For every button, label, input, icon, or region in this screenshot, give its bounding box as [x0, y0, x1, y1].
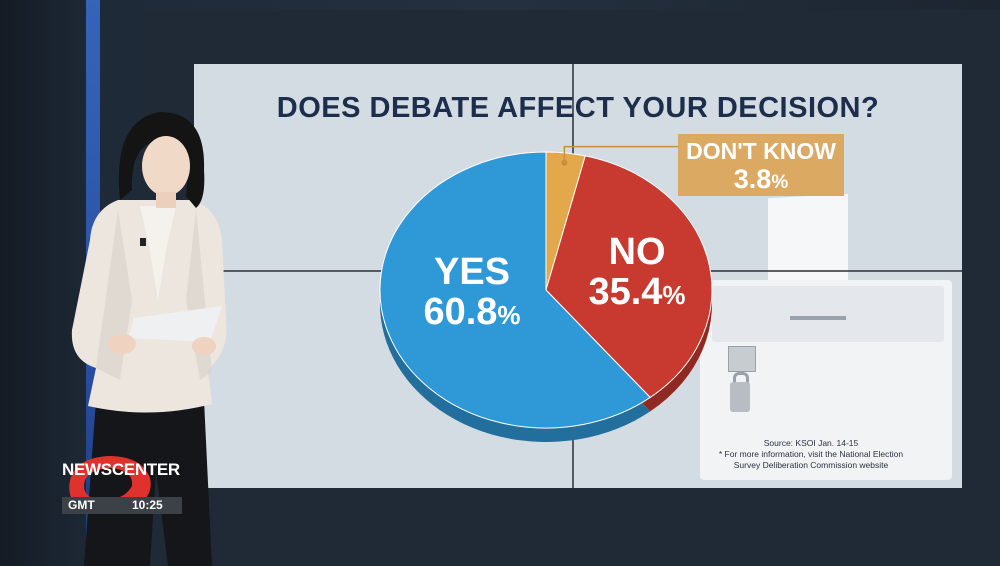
anchor-blouse: [140, 206, 176, 300]
pie-slice-no: [545, 155, 713, 399]
source-line: Source: KSOI Jan. 14-15: [763, 438, 859, 448]
slice-value-dont-know: 3.8%: [733, 164, 789, 194]
slice-name-dont-know: DON'T KNOW: [686, 138, 836, 164]
clock-time: 10:25: [132, 498, 163, 512]
slice-value-yes: 60.8%: [423, 291, 521, 333]
slice-name-yes: YES: [433, 251, 511, 293]
slice-value-no: 35.4%: [588, 271, 686, 313]
ballot-box-lid: [712, 286, 944, 342]
anchor-papers: [128, 306, 222, 342]
channel-logo-text: NEWSCENTER: [62, 460, 180, 479]
ballot-box-slot: [790, 316, 846, 320]
anchor-face: [142, 136, 190, 196]
lock-hasp-icon: [728, 346, 756, 372]
clock-gmt-label: GMT: [68, 498, 95, 512]
source-note-line: Survey Deliberation Commission website: [733, 460, 889, 470]
source-note: Source: KSOI Jan. 14-15 * For more infor…: [706, 438, 916, 471]
slice-name-no: NO: [608, 231, 666, 273]
lapel-mic-icon: [140, 238, 146, 246]
anchor-hair: [118, 112, 205, 208]
slice-label-dont-know: DON'T KNOW 3.8%: [678, 134, 844, 196]
padlock-icon: [730, 382, 750, 412]
clock-bar: [62, 497, 182, 514]
padlock-shackle-icon: [733, 372, 749, 389]
slice-label-no: NO 35.4%: [574, 232, 700, 315]
source-note-line: * For more information, visit the Nation…: [718, 449, 904, 459]
slice-label-yes: YES 60.8%: [402, 252, 542, 335]
leader-line: [563, 145, 678, 163]
pie-slice-yes: [379, 151, 651, 429]
chart-title: DOES DEBATE AFFECT YOUR DECISION?: [276, 92, 880, 124]
